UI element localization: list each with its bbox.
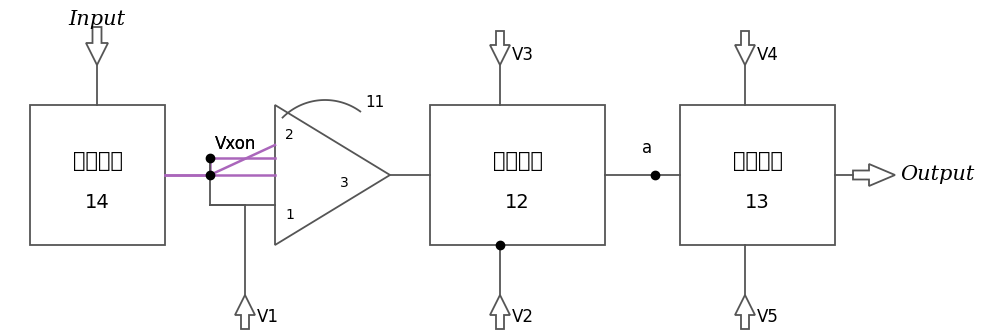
Text: V1: V1 [257,308,279,326]
Text: Vxon: Vxon [215,135,256,153]
Text: 分压模块: 分压模块 [72,151,122,171]
Text: V4: V4 [757,46,779,64]
Polygon shape [86,27,108,65]
Bar [680,105,835,245]
Text: 1: 1 [285,208,294,222]
Text: 3: 3 [340,176,349,190]
Text: a: a [642,139,652,157]
Polygon shape [853,164,895,186]
Text: 11: 11 [365,95,385,110]
Polygon shape [490,31,510,65]
Polygon shape [490,295,510,329]
Text: Output: Output [900,165,974,185]
Text: 2: 2 [285,128,294,142]
Text: 14: 14 [85,194,110,212]
Polygon shape [235,295,255,329]
Text: Vxon: Vxon [215,135,256,153]
Text: V3: V3 [512,46,534,64]
Text: 13: 13 [745,194,770,212]
Polygon shape [275,105,390,245]
Text: 控制模块: 控制模块 [492,151,542,171]
Text: V5: V5 [757,308,779,326]
Text: Input: Input [68,10,126,29]
Bar [430,105,605,245]
Text: 输出模块: 输出模块 [732,151,782,171]
Text: 12: 12 [505,194,530,212]
Bar [30,105,165,245]
Polygon shape [735,31,755,65]
Text: V2: V2 [512,308,534,326]
Polygon shape [735,295,755,329]
